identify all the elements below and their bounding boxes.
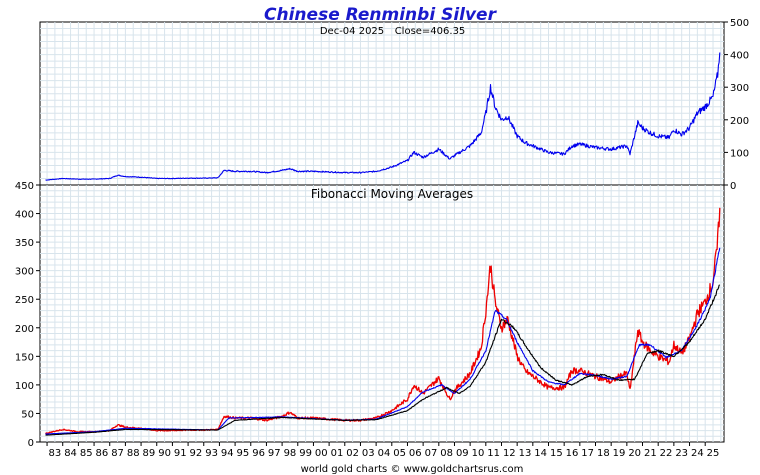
x-tick-label: 87 xyxy=(111,448,124,459)
x-tick-label: 83 xyxy=(49,448,62,459)
y-tick-label: 250 xyxy=(15,295,34,306)
x-tick-label: 93 xyxy=(205,448,218,459)
x-tick-label: 22 xyxy=(660,448,673,459)
y-tick-label: 0 xyxy=(730,181,736,192)
lower-y-axis: 0 50 100 150 200 250 300 350 400 450 xyxy=(15,181,40,449)
x-tick-label: 00 xyxy=(315,448,328,459)
lower-panel-title: Fibonacci Moving Averages xyxy=(311,187,473,201)
y-tick-label: 400 xyxy=(15,210,34,221)
y-tick-label: 500 xyxy=(730,18,749,29)
x-tick-label: 95 xyxy=(237,448,250,459)
x-tick-label: 16 xyxy=(566,448,579,459)
x-tick-label: 12 xyxy=(503,448,516,459)
x-tick-label: 08 xyxy=(440,448,453,459)
y-tick-label: 100 xyxy=(15,381,34,392)
y-tick-label: 150 xyxy=(15,352,34,363)
x-tick-label: 98 xyxy=(284,448,297,459)
x-tick-label: 89 xyxy=(143,448,156,459)
lower-grid xyxy=(40,185,724,442)
x-tick-label: 23 xyxy=(675,448,688,459)
y-tick-label: 450 xyxy=(15,181,34,192)
upper-plot-frame xyxy=(39,21,725,186)
x-tick-label: 91 xyxy=(174,448,187,459)
upper-y-axis: 0 100 200 300 400 500 xyxy=(724,18,749,192)
x-tick-label: 90 xyxy=(158,448,171,459)
x-tick-label: 24 xyxy=(691,448,704,459)
x-tick-label: 05 xyxy=(393,448,406,459)
x-tick-label: 11 xyxy=(487,448,500,459)
lower-plot-frame xyxy=(39,184,725,443)
upper-grid xyxy=(40,22,724,185)
y-tick-label: 200 xyxy=(15,324,34,335)
x-tick-label: 04 xyxy=(378,448,391,459)
x-tick-label: 17 xyxy=(581,448,594,459)
lower-series-group xyxy=(45,207,721,436)
x-tick-label: 94 xyxy=(221,448,234,459)
x-tick-label: 21 xyxy=(644,448,657,459)
subtitle-date: Dec-04 2025 xyxy=(320,26,384,37)
x-tick-label: 85 xyxy=(80,448,93,459)
chart-title: Chinese Renminbi Silver xyxy=(264,5,498,25)
x-tick-label: 18 xyxy=(597,448,610,459)
x-tick-label: 01 xyxy=(331,448,344,459)
x-tick-label: 15 xyxy=(550,448,563,459)
subtitle-close: Close=406.35 xyxy=(395,26,466,37)
x-axis: 83 84 85 86 87 88 89 90 91 92 93 94 95 96 97 98 99 00 01 02… xyxy=(46,442,720,459)
y-tick-label: 0 xyxy=(28,438,34,449)
series-line xyxy=(45,284,721,436)
series-line xyxy=(45,247,721,435)
footer-credit: world gold charts © www.goldchartsrus.co… xyxy=(301,464,524,475)
x-tick-label: 02 xyxy=(346,448,359,459)
y-tick-label: 350 xyxy=(15,238,34,249)
x-tick-label: 88 xyxy=(127,448,140,459)
x-tick-label: 14 xyxy=(534,448,547,459)
x-tick-label: 10 xyxy=(472,448,485,459)
x-tick-label: 09 xyxy=(456,448,469,459)
x-tick-label: 96 xyxy=(252,448,265,459)
x-tick-label: 20 xyxy=(628,448,641,459)
upper-series-group xyxy=(45,52,721,181)
x-tick-label: 13 xyxy=(519,448,532,459)
y-tick-label: 100 xyxy=(730,148,749,159)
upper-panel: 0 100 200 300 400 500 xyxy=(39,18,749,192)
x-tick-label: 25 xyxy=(707,448,720,459)
x-tick-label: 99 xyxy=(299,448,312,459)
x-tick-label: 84 xyxy=(64,448,77,459)
y-tick-label: 300 xyxy=(730,83,749,94)
x-tick-label: 97 xyxy=(268,448,281,459)
y-tick-label: 400 xyxy=(730,51,749,62)
x-tick-label: 06 xyxy=(409,448,422,459)
x-tick-label: 86 xyxy=(96,448,109,459)
x-tick-label: 07 xyxy=(425,448,438,459)
series-line xyxy=(45,207,721,435)
x-tick-label: 03 xyxy=(362,448,375,459)
y-tick-label: 300 xyxy=(15,267,34,278)
x-tick-label: 19 xyxy=(613,448,626,459)
y-tick-label: 200 xyxy=(730,116,749,127)
series-line xyxy=(45,52,721,181)
x-tick-label: 92 xyxy=(190,448,203,459)
y-tick-label: 50 xyxy=(21,409,34,420)
